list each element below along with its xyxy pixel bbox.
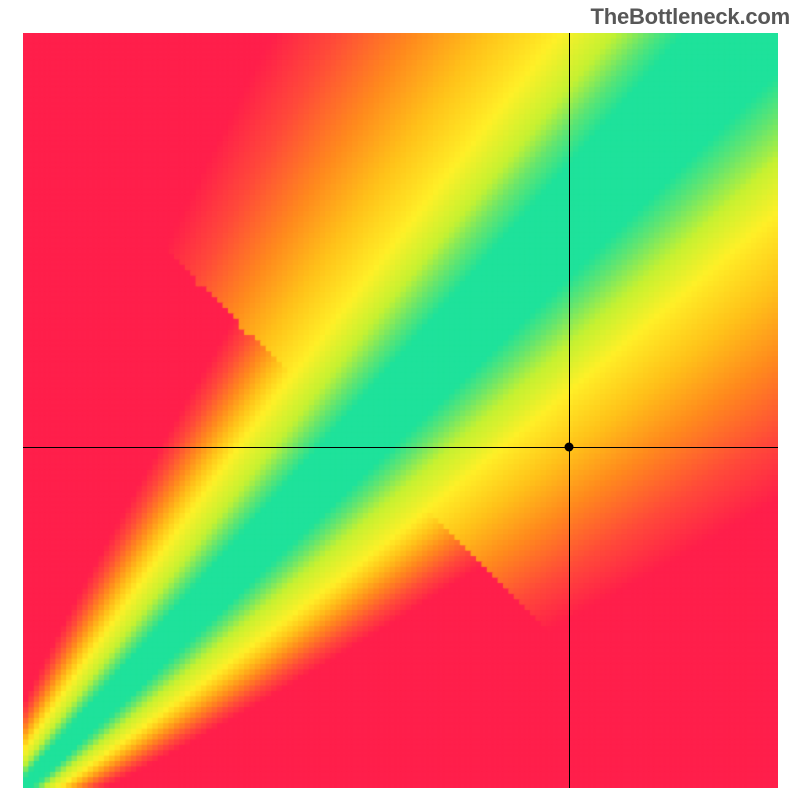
chart-container: TheBottleneck.com (0, 0, 800, 800)
crosshair-horizontal (23, 447, 778, 448)
heatmap-canvas (23, 33, 778, 788)
crosshair-marker (564, 442, 573, 451)
crosshair-vertical (569, 33, 570, 788)
watermark-text: TheBottleneck.com (590, 4, 790, 30)
plot-area (23, 33, 778, 788)
